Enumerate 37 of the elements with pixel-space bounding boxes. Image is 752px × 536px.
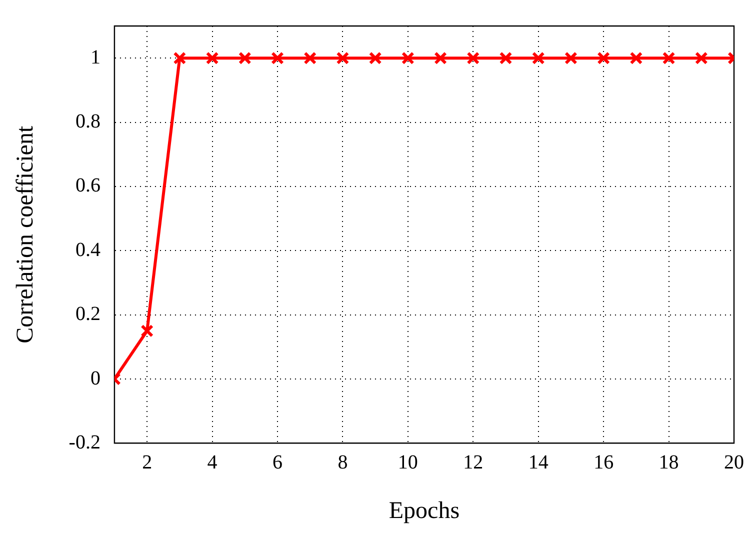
point [140,324,154,338]
point [630,52,643,65]
y-tick-label: 0.2 [75,303,100,326]
y-tick-label: 0.4 [75,238,100,261]
y-tick-label: 0 [90,367,100,390]
point [434,52,447,65]
point [238,52,252,65]
y-tick-label: 0.8 [75,110,100,133]
x-tick-label: 4 [207,451,218,474]
x-tick-label: 2 [142,451,152,474]
y-tick-label: 1 [90,46,100,68]
y-tick-label: 0.6 [75,174,100,197]
x-tick-label: 16 [594,451,614,474]
y-axis-title: Correlation coefficient [12,126,39,344]
point [499,52,512,65]
x-tick-label: 6 [272,451,282,474]
point [173,52,186,65]
point [532,52,545,65]
point [401,52,414,65]
x-axis-title: Epochs [388,498,460,524]
point [694,52,708,65]
point [271,52,284,65]
point [662,52,676,65]
point [304,52,317,65]
point [368,52,382,65]
point [597,52,610,65]
x-tick-label: 18 [658,451,679,474]
point [466,52,480,65]
point [336,52,350,65]
point [206,52,219,65]
y-tick-label: -0.2 [68,431,100,454]
x-tick-label: 20 [724,451,744,474]
x-tick-label: 14 [528,451,548,474]
x-tick-label: 8 [338,451,348,474]
point [564,52,578,65]
x-tick-label: 10 [398,451,418,474]
x-tick-label: 12 [463,451,484,474]
